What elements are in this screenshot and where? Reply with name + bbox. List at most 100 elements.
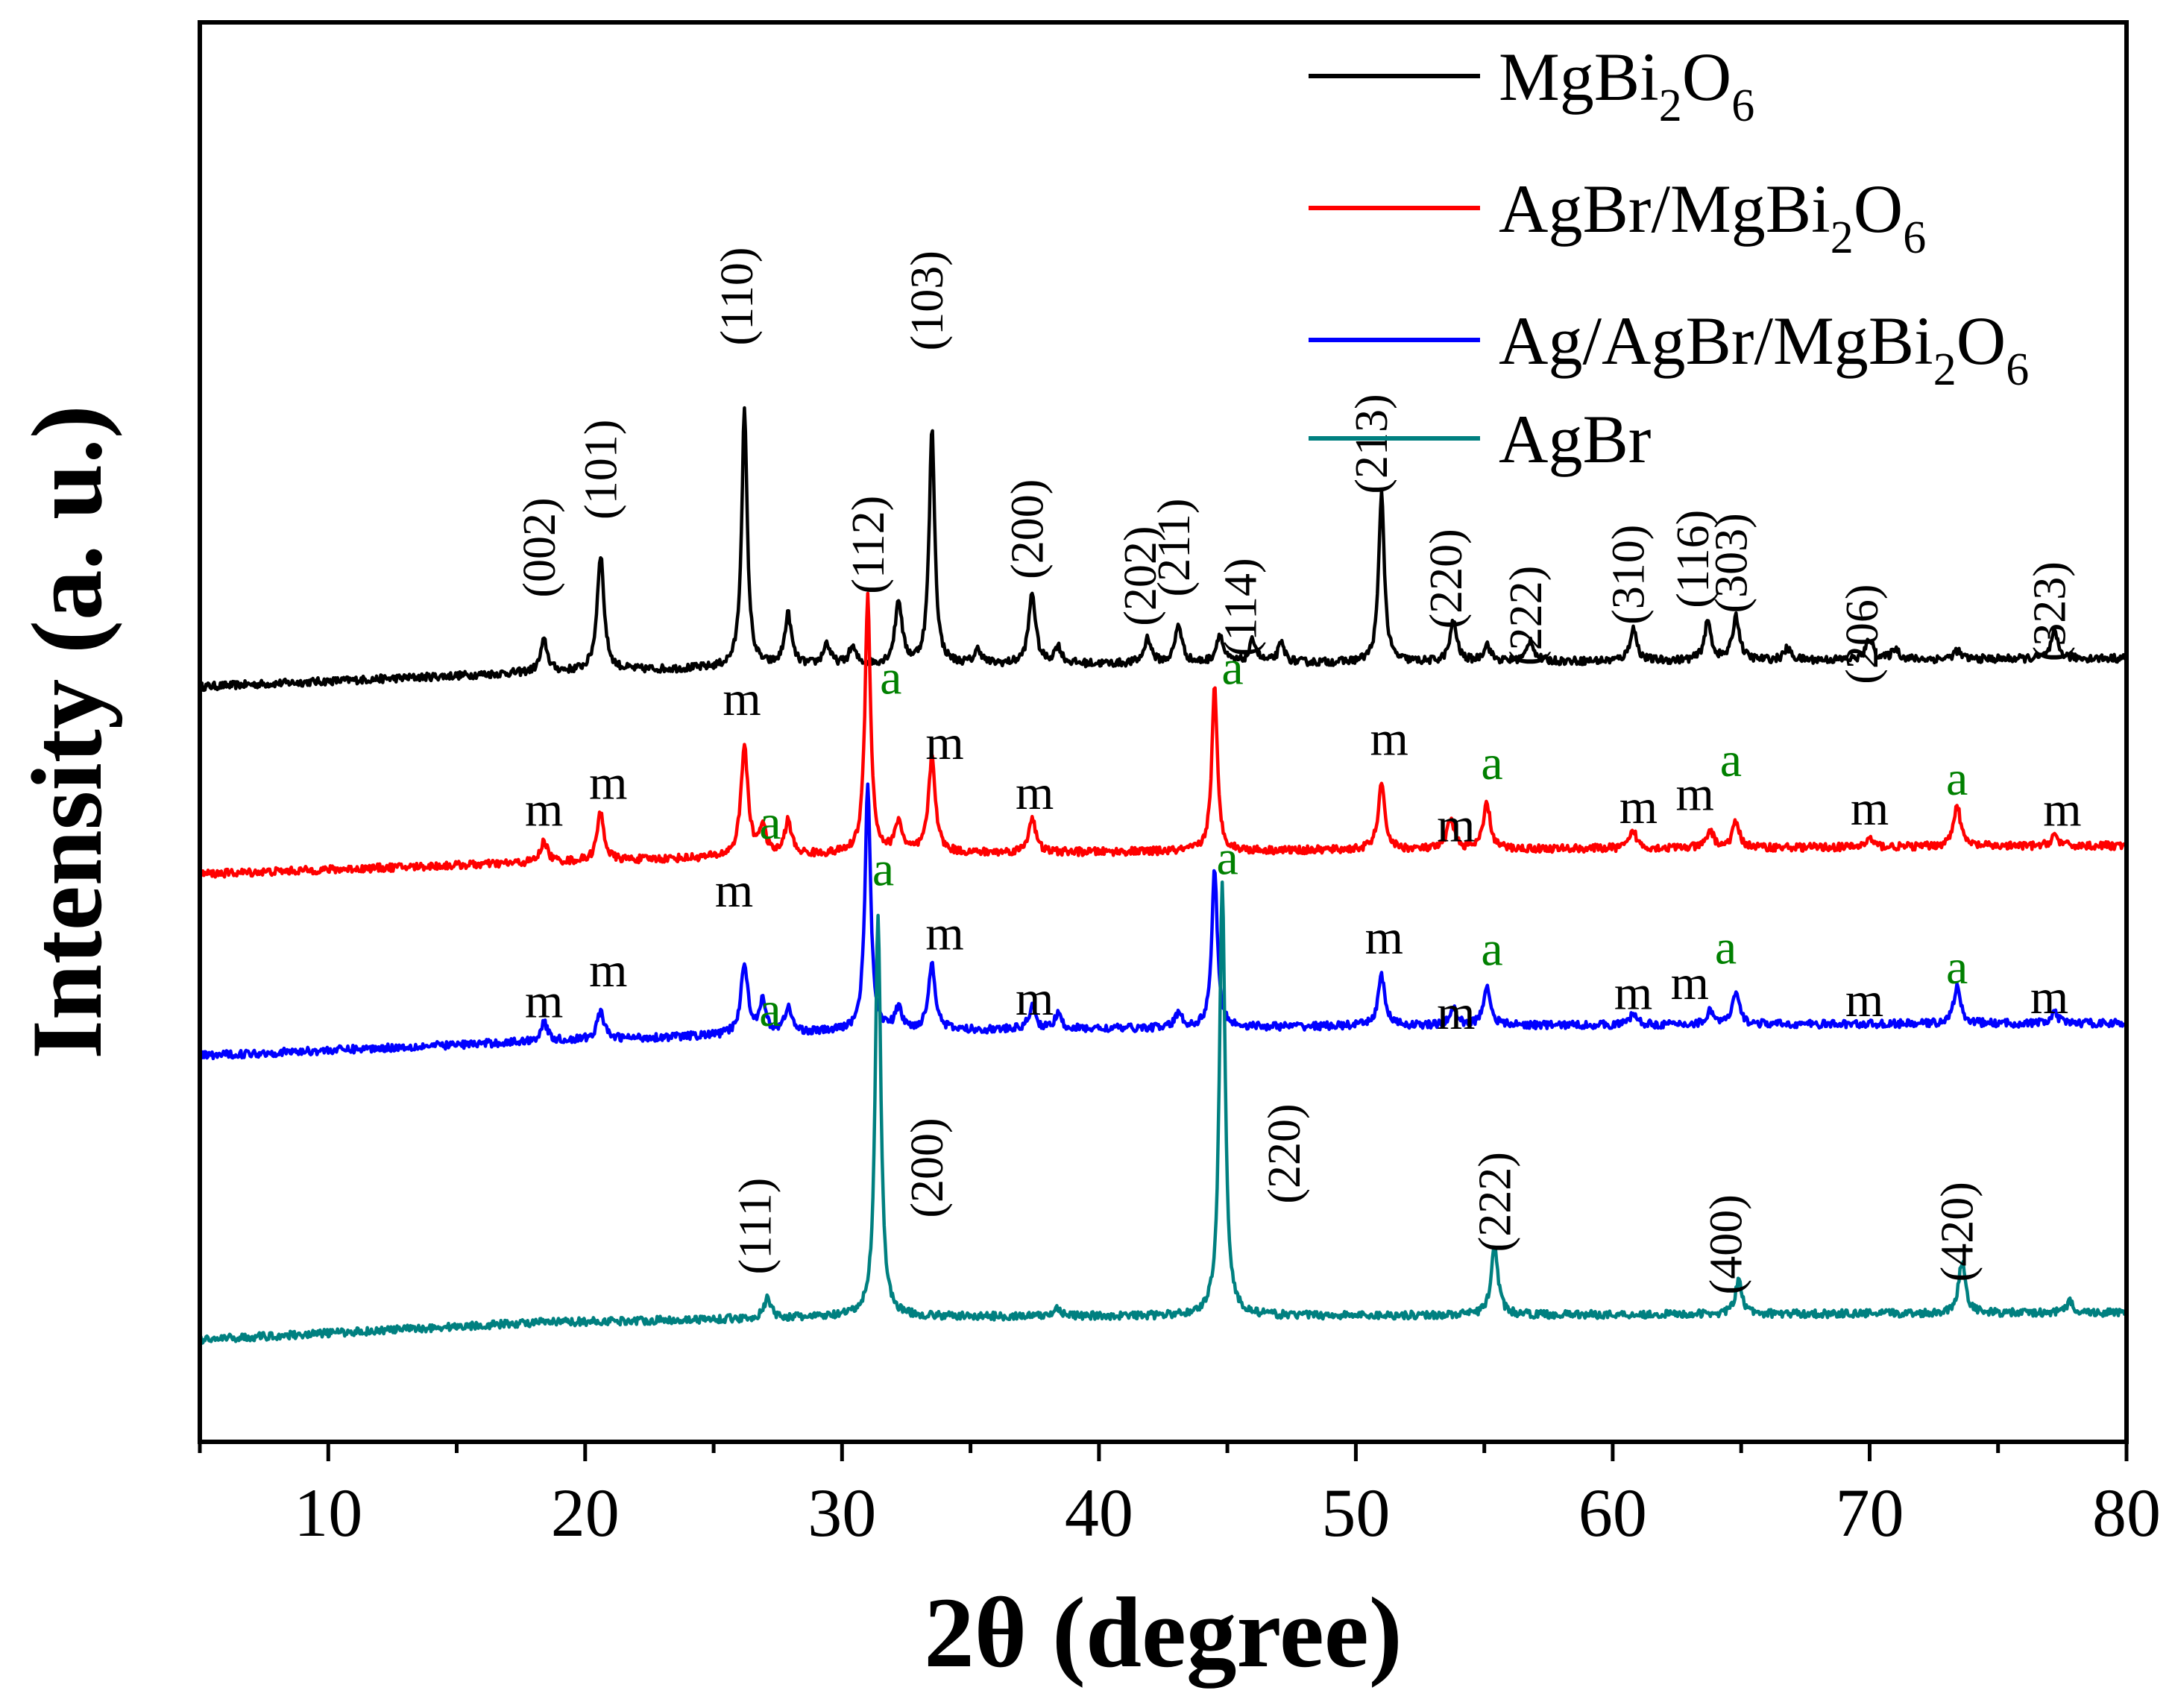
peak-point (896, 599, 901, 603)
peak-point (825, 642, 829, 646)
peak-point (1955, 649, 1959, 653)
peak-point (1145, 636, 1150, 640)
peak-point (876, 910, 881, 915)
phase-mark-blue-series: m (1016, 971, 1054, 1026)
phase-mark-red-series: m (2043, 783, 2081, 837)
peak-point (2068, 1299, 2072, 1304)
peak-point (542, 839, 547, 843)
peak-point (1785, 646, 1789, 651)
x-tick-label: 30 (808, 1475, 876, 1551)
peak-point (1177, 1012, 1181, 1016)
phase-mark-blue-series: m (589, 943, 627, 998)
phase-mark-red-series: a (1221, 640, 1243, 695)
series-layer (198, 406, 2129, 1345)
peak-point (742, 962, 746, 966)
phase-mark-blue-series: a (872, 842, 894, 897)
mgbi2o6-hkl-label: (116) (1668, 510, 1719, 608)
peak-annotations: (002)(101) (110) (112) (103) (200) (202)(211)… (514, 248, 2082, 1295)
peak-point (765, 1296, 769, 1301)
mgbi2o6-hkl-label: (213) (1347, 394, 1397, 494)
phase-mark-red-series: a (1720, 733, 1742, 787)
phase-mark-blue-series: m (925, 906, 963, 960)
phase-mark-blue-series: a (1216, 831, 1238, 885)
agbr-hkl-label: (220) (1259, 1103, 1310, 1203)
phase-mark-blue-series: m (715, 863, 753, 918)
peak-point (1734, 820, 1738, 825)
peak-point (1485, 801, 1489, 806)
peak-point (1379, 784, 1384, 788)
x-tick-label: 20 (551, 1475, 620, 1551)
phase-mark-red-series: m (1370, 712, 1408, 766)
phase-mark-blue-series: m (2030, 970, 2068, 1024)
series-0 (198, 406, 2129, 693)
mgbi2o6-hkl-label: (200) (1003, 479, 1054, 579)
phase-mark-red-series: m (1619, 780, 1658, 834)
mgbi2o6-hkl-label: (103) (902, 250, 953, 350)
series-1 (198, 591, 2129, 879)
peak-point (1485, 643, 1489, 647)
peak-point (896, 820, 901, 825)
series-3 (198, 880, 2128, 1345)
mgbi2o6-hkl-label: (101) (576, 420, 627, 520)
phase-mark-red-series: a (1481, 736, 1502, 790)
peak-point (599, 1009, 603, 1013)
agbr-hkl-label: (420) (1933, 1182, 1983, 1282)
phase-mark-red-series: m (723, 672, 761, 726)
x-tick-label: 80 (2092, 1475, 2161, 1551)
x-tick-label: 50 (1321, 1475, 1390, 1551)
peak-point (1056, 645, 1060, 649)
peak-point (1734, 991, 1738, 995)
peak-point (742, 744, 746, 749)
legend-label-2: Ag/AgBr/MgBi2O6 (1499, 303, 2029, 395)
series-line-1 (198, 591, 2129, 879)
phase-mark-blue-series: m (1614, 965, 1652, 1020)
peak-point (850, 646, 854, 651)
mgbi2o6-hkl-label: (303) (1707, 513, 1757, 613)
mgbi2o6-hkl-label: (310) (1604, 525, 1655, 625)
peak-point (1056, 1305, 1060, 1310)
peak-point (1708, 829, 1713, 833)
peak-point (1379, 974, 1384, 978)
agbr-hkl-label: (400) (1702, 1194, 1752, 1294)
series-line-0 (198, 406, 2129, 693)
phase-mark-blue-series: m (1437, 986, 1475, 1040)
phase-mark-red-series: a (1946, 751, 1968, 806)
agbr-hkl-label: (200) (902, 1118, 953, 1217)
phase-mark-blue-series: a (759, 983, 781, 1037)
peak-point (786, 614, 790, 618)
phase-mark-blue-series: a (1946, 940, 1968, 995)
legend-label-3: AgBr (1499, 401, 1651, 477)
mgbi2o6-hkl-label: (220) (1421, 529, 1472, 628)
agbr-hkl-label: (111) (730, 1178, 781, 1275)
phase-mark-red-series: a (759, 795, 781, 850)
y-axis-title: Intensity (a. u.) (12, 405, 123, 1059)
peak-point (599, 552, 603, 557)
peak-point (1212, 686, 1217, 690)
phase-mark-blue-series: m (525, 974, 563, 1029)
mgbi2o6-hkl-label: (222) (1501, 566, 1552, 666)
mgbi2o6-hkl-label: (002) (514, 497, 565, 597)
peak-point (786, 1006, 790, 1010)
x-tick-label: 10 (294, 1475, 362, 1551)
peak-point (1868, 836, 1872, 841)
mgbi2o6-hkl-label: (211) (1149, 499, 1200, 597)
peak-point (599, 810, 603, 815)
peak-point (1893, 646, 1898, 651)
series-line-3 (198, 880, 2128, 1345)
peak-point (976, 649, 980, 653)
peak-point (1705, 620, 1710, 625)
phase-mark-blue-series: a (1715, 920, 1737, 974)
peak-point (866, 781, 870, 785)
phase-mark-red-series: m (1676, 767, 1714, 822)
phase-mark-red-series: m (925, 716, 963, 770)
plot-frame (198, 20, 2129, 1444)
peak-point (1056, 1013, 1060, 1018)
legend-label-1: AgBr/MgBi2O6 (1499, 171, 1926, 263)
legend-label-0: MgBi2O6 (1499, 39, 1754, 131)
x-tick-label: 70 (1836, 1475, 1904, 1551)
peak-point (742, 410, 746, 415)
x-axis-title: 2θ (degree) (924, 1578, 1402, 1689)
phase-mark-red-series: m (589, 756, 627, 810)
peak-point (1485, 983, 1489, 988)
